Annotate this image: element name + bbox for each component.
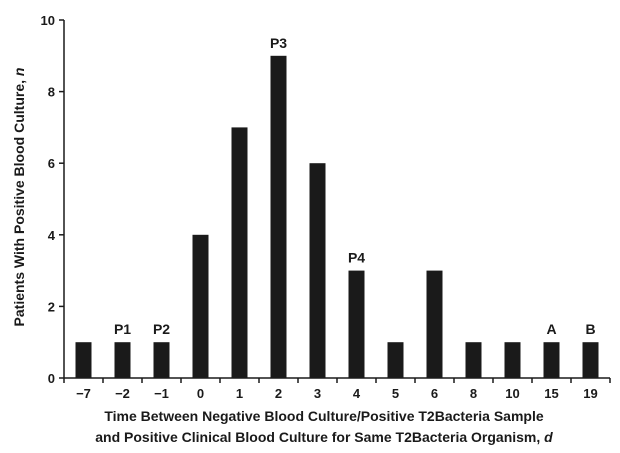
x-tick-label: 0	[197, 386, 204, 401]
bar-annotation: P2	[153, 321, 170, 337]
y-tick-label: 6	[48, 156, 55, 171]
y-tick-label: 2	[48, 299, 55, 314]
bar	[192, 234, 209, 378]
bars	[75, 55, 599, 379]
bar	[231, 127, 248, 379]
bar-annotation: A	[546, 321, 556, 337]
x-tick-label: 15	[544, 386, 558, 401]
bar	[582, 342, 599, 378]
x-tick-label: 2	[275, 386, 282, 401]
x-axis-title-line2: and Positive Clinical Blood Culture for …	[95, 429, 553, 445]
x-tick-label: 10	[505, 386, 519, 401]
bar-annotation: B	[585, 321, 595, 337]
x-tick-label: 4	[353, 386, 361, 401]
bar-annotation: P3	[270, 35, 287, 51]
bar	[504, 342, 521, 378]
x-tick-label: −7	[76, 386, 91, 401]
y-tick-label: 10	[41, 13, 55, 28]
x-tick-label: 1	[236, 386, 243, 401]
bar	[114, 342, 131, 378]
y-tick-label: 0	[48, 371, 55, 386]
x-tick-label: 19	[583, 386, 597, 401]
x-axis: −7 −2 −1 0 1 2 3 4 5 6 8 10 15 19	[63, 377, 611, 401]
bar	[543, 342, 560, 378]
y-axis-title: Patients With Positive Blood Culture, n	[11, 68, 27, 327]
y-tick-label: 8	[48, 85, 55, 100]
bar	[270, 55, 287, 379]
x-tick-label: 6	[431, 386, 438, 401]
bar-annotation: P1	[114, 321, 131, 337]
x-axis-title-line1: Time Between Negative Blood Culture/Posi…	[104, 408, 544, 424]
bar	[153, 342, 170, 378]
bar	[309, 163, 326, 378]
x-tick-label: 3	[314, 386, 321, 401]
y-axis: 0 2 4 6 8 10	[41, 13, 65, 386]
bar-annotations: P1 P2 P3 P4 A B	[114, 35, 596, 337]
bar	[465, 342, 482, 378]
x-tick-label: −1	[154, 386, 169, 401]
x-tick-label: −2	[115, 386, 130, 401]
bar	[75, 342, 92, 378]
x-tick-label: 5	[392, 386, 399, 401]
bar-annotation: P4	[348, 250, 365, 266]
x-tick-label: 8	[470, 386, 477, 401]
y-tick-label: 4	[48, 228, 56, 243]
bar	[348, 270, 365, 378]
bar	[387, 342, 404, 378]
bar	[426, 270, 443, 378]
